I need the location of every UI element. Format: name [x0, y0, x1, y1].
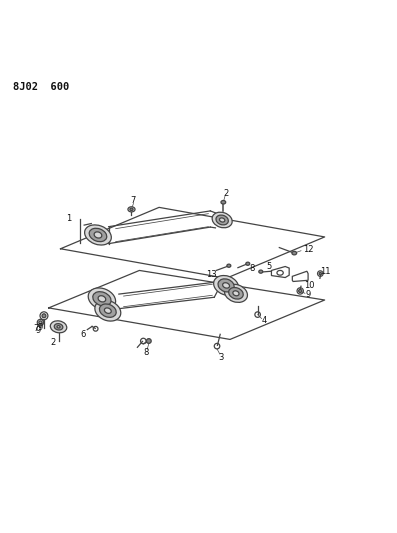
Text: 8: 8	[249, 264, 255, 273]
Text: 10: 10	[304, 280, 315, 289]
Ellipse shape	[50, 321, 67, 333]
Ellipse shape	[292, 252, 297, 255]
Ellipse shape	[229, 287, 243, 299]
Ellipse shape	[224, 284, 247, 302]
Ellipse shape	[95, 300, 121, 321]
Ellipse shape	[130, 208, 133, 211]
Text: 8: 8	[144, 348, 149, 357]
Text: 8J02  600: 8J02 600	[13, 82, 69, 92]
Text: 13: 13	[206, 270, 217, 279]
Circle shape	[299, 289, 302, 293]
Text: 3: 3	[219, 353, 224, 362]
Ellipse shape	[94, 232, 102, 238]
Text: 7: 7	[33, 324, 39, 333]
Text: 4: 4	[262, 317, 267, 326]
Text: 5: 5	[266, 262, 271, 271]
Ellipse shape	[89, 228, 107, 241]
Circle shape	[39, 321, 42, 324]
Circle shape	[146, 338, 151, 343]
Ellipse shape	[259, 270, 263, 273]
Text: 9: 9	[37, 323, 42, 332]
Circle shape	[319, 272, 322, 275]
Ellipse shape	[221, 200, 226, 204]
Ellipse shape	[233, 291, 239, 296]
Text: 12: 12	[303, 245, 313, 254]
Ellipse shape	[216, 215, 228, 225]
Text: 6: 6	[81, 330, 86, 339]
Text: 11: 11	[320, 266, 331, 276]
Text: 1: 1	[66, 214, 71, 223]
Ellipse shape	[93, 292, 111, 306]
Ellipse shape	[57, 326, 60, 328]
Ellipse shape	[128, 207, 135, 212]
Ellipse shape	[98, 296, 106, 302]
Ellipse shape	[99, 304, 116, 317]
Text: 9: 9	[305, 289, 311, 298]
Circle shape	[42, 314, 46, 318]
Text: 9: 9	[35, 326, 40, 335]
Ellipse shape	[54, 324, 63, 330]
Ellipse shape	[218, 279, 234, 292]
Ellipse shape	[220, 218, 225, 222]
Ellipse shape	[227, 264, 231, 267]
Text: 2: 2	[50, 338, 55, 347]
Ellipse shape	[223, 282, 229, 288]
Ellipse shape	[104, 308, 111, 313]
Ellipse shape	[88, 288, 116, 310]
Text: 2: 2	[224, 189, 229, 198]
Ellipse shape	[85, 225, 111, 245]
Ellipse shape	[212, 212, 232, 228]
Ellipse shape	[246, 262, 250, 265]
Text: 7: 7	[131, 196, 136, 205]
Ellipse shape	[214, 276, 239, 295]
